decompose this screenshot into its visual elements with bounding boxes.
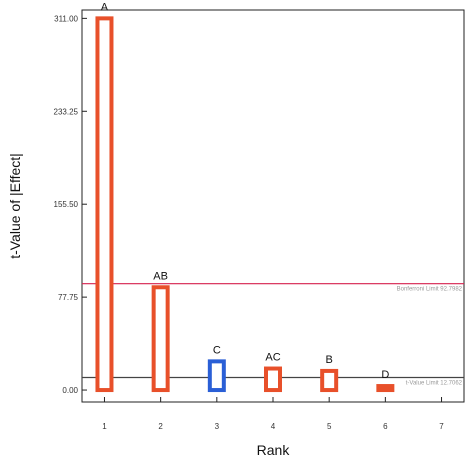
x-axis-title: Rank [257, 442, 291, 458]
limit-label: Bonferroni Limit 92.7982 [397, 287, 463, 293]
x-tick-label: 7 [439, 422, 444, 431]
bars: A AB C AC B D [95, 1, 395, 393]
bar [376, 384, 395, 393]
bar-label: A [101, 1, 109, 13]
bar-label: AC [265, 352, 280, 364]
x-tick-label: 2 [158, 422, 163, 431]
y-axis: 0.00 77.75 155.50 233.25 311.00 [54, 14, 87, 395]
y-axis-title: t-Value of |Effect| [7, 153, 23, 259]
bar-label: D [381, 369, 389, 381]
y-tick-label: 233.25 [54, 107, 79, 116]
x-tick-label: 4 [271, 422, 276, 431]
bar [207, 359, 226, 393]
bar [95, 16, 114, 393]
limit-label: t-Value Limit 12.7062 [406, 381, 463, 387]
x-tick-label: 1 [102, 422, 107, 431]
bar [151, 285, 170, 393]
y-tick-label: 311.00 [54, 14, 78, 23]
y-tick-label: 0.00 [62, 386, 78, 395]
x-tick-label: 5 [327, 422, 332, 431]
bar-label: AB [153, 270, 168, 282]
bar [320, 368, 339, 393]
y-tick-label: 77.75 [58, 293, 79, 302]
bar-label: C [213, 344, 221, 356]
x-tick-label: 6 [383, 422, 388, 431]
bar [264, 366, 282, 393]
bar-label: B [326, 354, 333, 366]
plot-frame [81, 9, 465, 403]
x-tick-label: 3 [215, 422, 220, 431]
x-axis: 1 2 3 4 5 6 7 [102, 397, 444, 431]
y-tick-label: 155.50 [54, 200, 79, 209]
